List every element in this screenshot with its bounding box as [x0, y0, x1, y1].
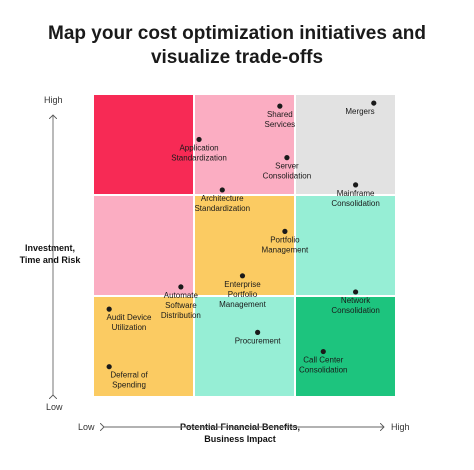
y-axis-low-label: Low: [46, 402, 63, 412]
data-point-marker: [320, 348, 326, 355]
data-point-label: Management: [219, 300, 266, 309]
data-point-label: Application: [179, 143, 218, 152]
data-point-marker: [239, 273, 246, 279]
x-axis-high-label: High: [391, 422, 410, 432]
data-point-marker: [106, 306, 112, 312]
data-point-label: Portfolio: [228, 290, 258, 299]
data-point-label: Consolidation: [299, 366, 347, 375]
chart-title-line-2: visualize trade-offs: [150, 47, 324, 68]
data-point-label: Shared: [267, 110, 293, 119]
data-point-label: Management: [262, 245, 309, 254]
x-axis-low-label: Low: [78, 422, 95, 432]
data-point-marker: [178, 284, 184, 290]
data-point-label: Server: [275, 162, 299, 171]
data-point-label: Mergers: [345, 107, 374, 116]
data-point-label: Standardization: [171, 153, 227, 162]
data-point-marker: [353, 289, 359, 295]
data-point-label: Architecture: [201, 194, 244, 203]
data-point-label: Distribution: [161, 311, 201, 320]
x-axis-title-line-2: Business Impact: [204, 434, 276, 444]
data-point-label: Portfolio: [270, 235, 300, 244]
y-axis-high-label: High: [44, 95, 63, 105]
data-point-marker: [284, 155, 290, 161]
data-point-label: Consolidation: [331, 199, 379, 208]
data-point-label: Software: [165, 301, 197, 310]
data-point-label: Enterprise: [224, 280, 261, 289]
chart-title-line-1: Map your cost optimization initiatives a…: [48, 23, 426, 44]
data-point-1: Mergers: [345, 100, 377, 116]
grid-cell-r2-c2: [294, 295, 397, 398]
data-point-11: Procurement: [235, 329, 282, 345]
data-point-marker: [371, 100, 377, 106]
grid-cell-r0-c2: [294, 93, 397, 196]
data-point-label: Spending: [112, 381, 146, 390]
data-point-label: Automate: [164, 291, 199, 300]
data-point-marker: [255, 329, 261, 335]
data-point-label: Utilization: [112, 323, 147, 332]
chart-title: Map your cost optimization initiatives a…: [0, 22, 474, 70]
data-point-label: Consolidation: [263, 172, 311, 181]
grid-cell-r2-c1: [193, 295, 296, 398]
data-point-label: Mainframe: [337, 189, 375, 198]
data-point-label: Procurement: [235, 336, 282, 345]
data-point-label: Call Center: [303, 356, 343, 365]
grid-cell-r0-c0: [92, 93, 195, 196]
grid-cell-r1-c2: [294, 194, 397, 297]
data-point-marker: [196, 136, 202, 143]
data-point-marker: [277, 103, 283, 109]
data-point-label: Consolidation: [331, 306, 379, 315]
data-point-marker: [219, 187, 225, 193]
data-point-marker: [353, 182, 359, 188]
data-point-label: Network: [341, 296, 371, 305]
data-point-label: Services: [265, 120, 296, 129]
data-point-marker: [282, 228, 288, 234]
data-point-label: Audit Device: [107, 313, 152, 322]
grid-cell-r1-c0: [92, 194, 195, 297]
data-point-label: Deferral of: [110, 371, 148, 380]
data-point-marker: [106, 364, 112, 370]
data-point-label: Standardization: [194, 204, 250, 213]
